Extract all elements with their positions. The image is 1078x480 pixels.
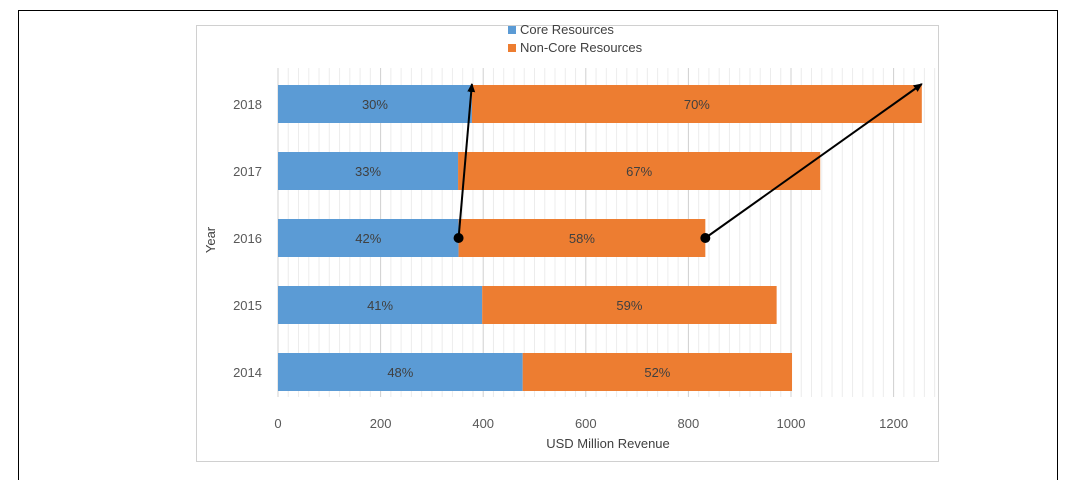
y-tick-label: 2015 [233,298,262,313]
data-label: 48% [387,365,413,380]
x-axis-ticks: 0 200 400 600 800 1000 1200 [274,416,908,431]
legend-entry: Non-Core Resources [520,40,643,55]
data-label: 58% [569,231,595,246]
bars: 48% 52% 41% 59% 42% 58% 33% 67% 30% 70% [278,85,922,391]
annotation-arrow [704,83,923,239]
x-tick-label: 200 [370,416,392,431]
data-label: 41% [367,298,393,313]
bar-non-core-2014 [522,353,793,391]
x-tick-label: 600 [575,416,597,431]
bar-non-core-2016 [458,219,706,257]
bar-core-2017 [278,152,459,190]
data-label: 59% [616,298,642,313]
x-tick-label: 0 [274,416,281,431]
legend-entry: Core Resources [520,22,614,37]
bar-core-2018 [278,85,472,123]
x-tick-label: 1000 [777,416,806,431]
data-label: 42% [355,231,381,246]
y-tick-label: 2014 [233,365,262,380]
annotation-dot [700,233,711,243]
y-axis-label: Year [203,226,218,253]
annotation-dot [453,233,464,243]
x-tick-label: 400 [472,416,494,431]
y-tick-label: 2017 [233,164,262,179]
bar-non-core-2015 [482,286,777,324]
annotation-arrow [457,83,476,239]
x-tick-label: 1200 [879,416,908,431]
revenue-chart: 48% 52% 41% 59% 42% 58% 33% 67% 30% 70% 0 200 400 60… [203,22,936,451]
data-label: 70% [684,97,710,112]
bar-core-2014 [278,353,523,391]
bar-core-2015 [278,286,483,324]
y-axis-ticks: 2014 2015 2016 2017 2018 [233,97,262,380]
legend-swatch [508,44,516,52]
data-label: 67% [626,164,652,179]
bar-non-core-2018 [471,85,922,123]
y-tick-label: 2016 [233,231,262,246]
data-label: 33% [355,164,381,179]
data-label: 52% [644,365,670,380]
bar-core-2016 [278,219,459,257]
annotation-arrows [453,83,923,243]
outer-frame [18,10,1058,480]
y-tick-label: 2018 [233,97,262,112]
legend: Core Resources Non-Core Resources [508,22,643,55]
bar-non-core-2017 [458,152,821,190]
legend-swatch [508,26,516,34]
data-label: 30% [362,97,388,112]
x-tick-label: 800 [678,416,700,431]
x-axis-label: USD Million Revenue [546,436,670,451]
